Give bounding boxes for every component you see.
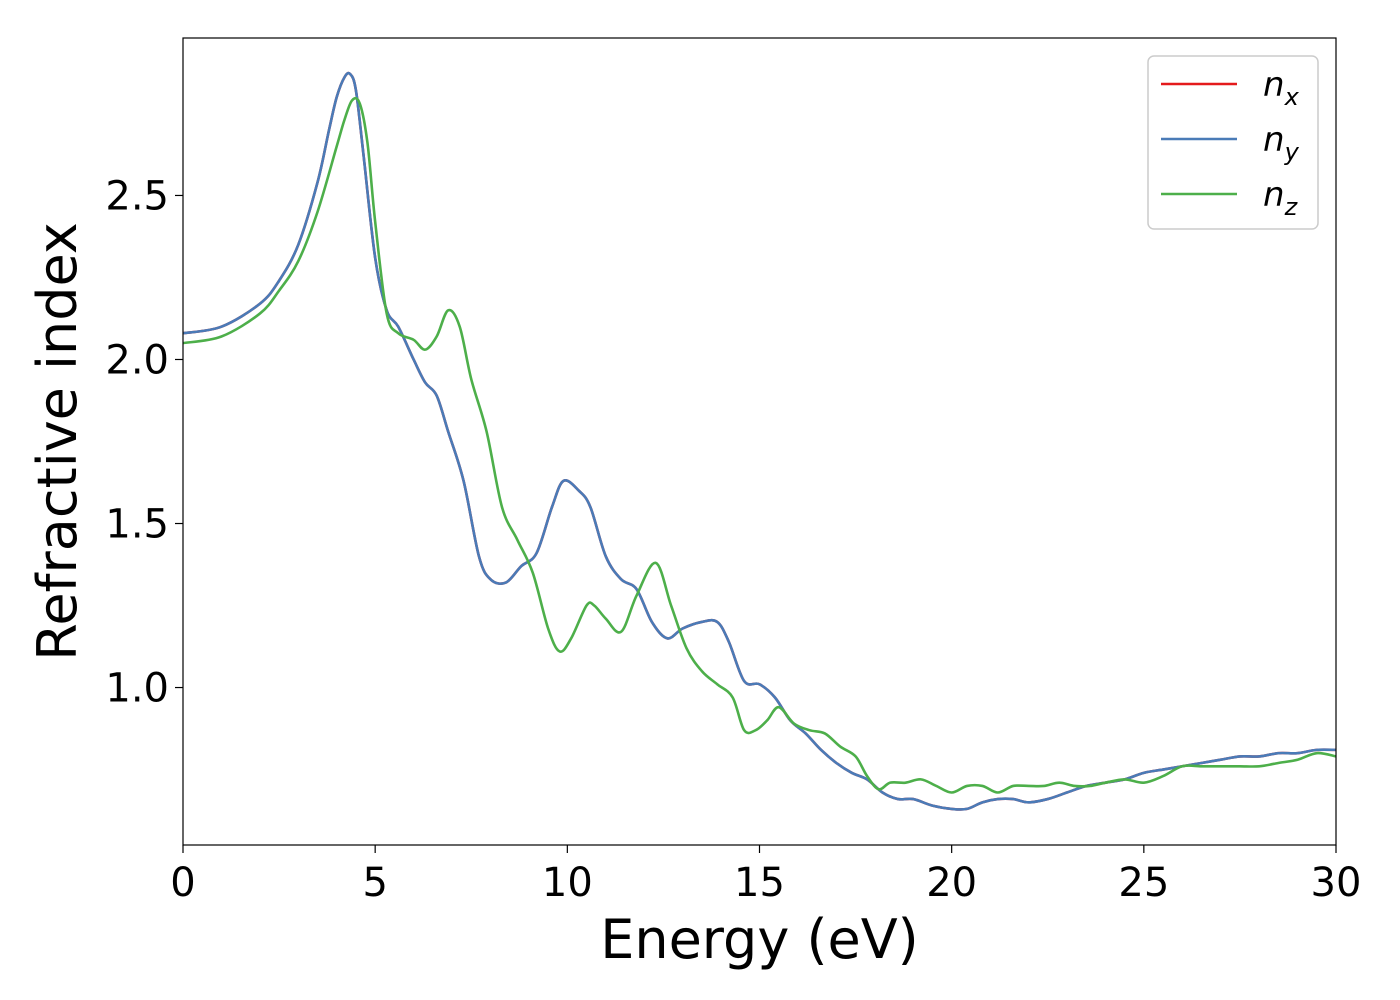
y-tick-label: 1.5 bbox=[105, 502, 169, 548]
x-tick-label: 15 bbox=[734, 860, 785, 906]
y-axis-ticks: 1.0 1.5 2.0 2.5 bbox=[105, 173, 183, 712]
x-tick-label: 25 bbox=[1118, 860, 1169, 906]
legend-box bbox=[1147, 55, 1319, 230]
x-tick-label: 5 bbox=[362, 860, 387, 906]
y-axis-label: Refractive index bbox=[26, 222, 89, 661]
x-tick-label: 30 bbox=[1311, 860, 1362, 906]
legend-label-x: nx bbox=[1263, 65, 1300, 111]
x-axis-label: Energy (eV) bbox=[600, 908, 919, 971]
y-tick-label: 2.5 bbox=[105, 173, 169, 219]
x-axis-ticks: 0 5 10 15 20 25 30 bbox=[170, 845, 1361, 906]
y-tick-label: 1.0 bbox=[105, 666, 169, 712]
x-tick-label: 0 bbox=[170, 860, 195, 906]
x-tick-label: 20 bbox=[926, 860, 977, 906]
x-tick-label: 10 bbox=[542, 860, 593, 906]
plot-background bbox=[183, 38, 1336, 845]
legend-label-z: nz bbox=[1263, 175, 1299, 221]
series-layer bbox=[182, 71, 1337, 811]
legend-entries: nx ny nz bbox=[1161, 65, 1300, 221]
series-line-z bbox=[182, 96, 1337, 794]
y-tick-label: 2.0 bbox=[105, 337, 169, 383]
legend-label-y: ny bbox=[1263, 120, 1300, 166]
legend: nx ny nz bbox=[1147, 55, 1319, 230]
